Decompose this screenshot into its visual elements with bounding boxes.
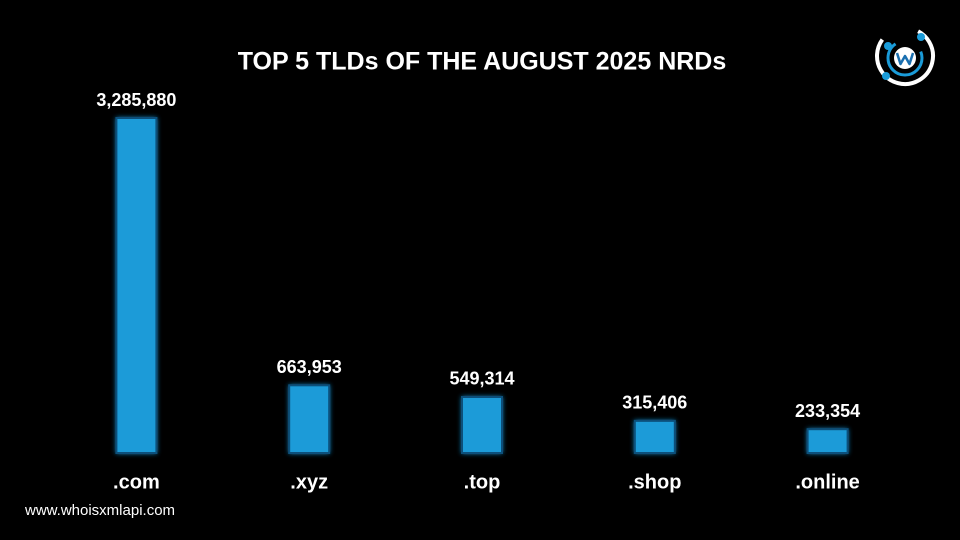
value-label: 315,406 <box>622 393 687 413</box>
category-label: .top <box>464 471 501 493</box>
footer: www.whoisxmlapi.com <box>24 502 175 519</box>
bar <box>806 428 849 454</box>
bar <box>115 117 158 454</box>
value-label: 549,314 <box>449 369 514 389</box>
category-label: .xyz <box>290 471 328 493</box>
value-label: 3,285,880 <box>96 90 176 110</box>
bar <box>633 419 676 455</box>
value-label: 233,354 <box>795 401 860 421</box>
category-label: .com <box>113 471 160 493</box>
chart-title: TOP 5 TLDs OF THE AUGUST 2025 NRDs <box>238 48 727 76</box>
bar <box>288 384 331 455</box>
category-label: .online <box>795 471 859 493</box>
logo <box>875 25 935 86</box>
value-label: 663,953 <box>277 357 342 377</box>
bar <box>461 395 503 454</box>
category-label: .shop <box>628 471 681 493</box>
